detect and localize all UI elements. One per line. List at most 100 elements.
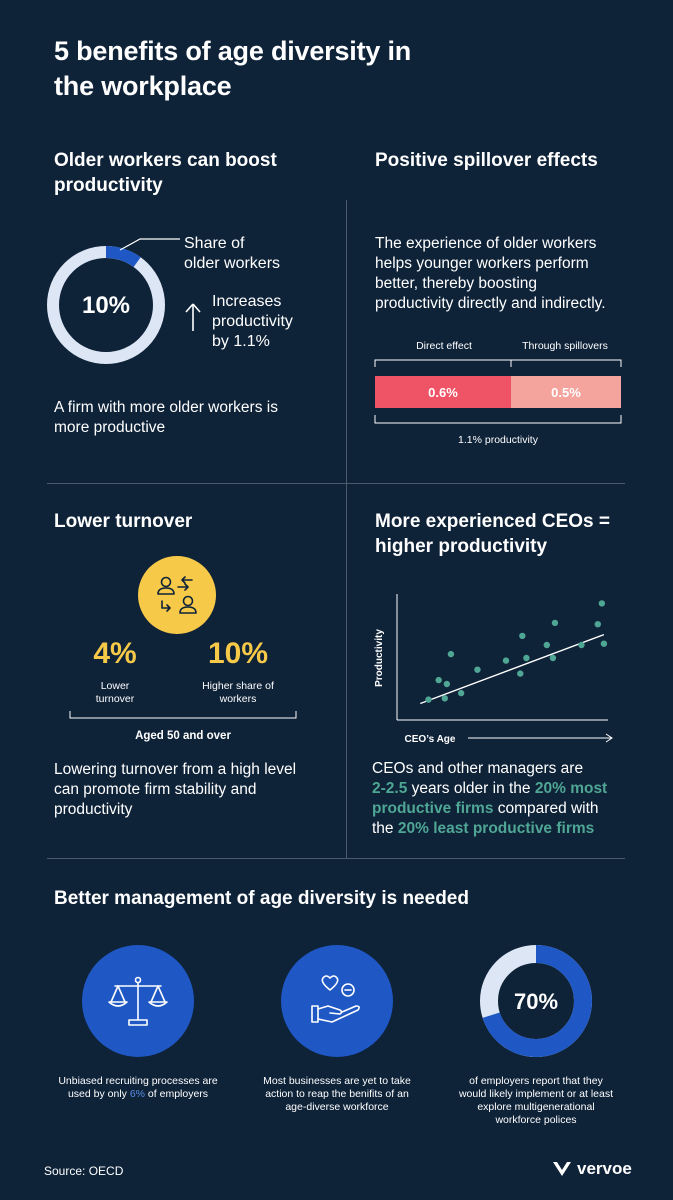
- scatter-point: [519, 632, 526, 640]
- label-line: Lower: [100, 680, 130, 692]
- direct-effect-label: Direct effect: [416, 340, 472, 352]
- increase-label: Increases productivity by 1.1%: [212, 292, 293, 352]
- higher-share-label: Higher share of workers: [178, 680, 298, 706]
- spillovers-label: Through spillovers: [522, 340, 608, 352]
- arrow-up-icon: [185, 303, 201, 331]
- highlight-productive: productive firms: [372, 800, 494, 817]
- description-line: CEOs and other managers are: [372, 760, 584, 777]
- page-title-line: the workplace: [54, 71, 232, 101]
- employers-donut: 70%: [480, 945, 592, 1057]
- label-line: workers: [219, 693, 257, 705]
- description-line: productivity: [54, 801, 133, 818]
- description-segment: the: [372, 820, 398, 837]
- scatter-point: [523, 654, 530, 662]
- x-axis-label: CEO’s Age: [405, 734, 456, 745]
- trend-line: [420, 633, 605, 705]
- aged-bracket: [69, 711, 297, 719]
- donut-value: 10%: [82, 292, 130, 319]
- higher-share-value: 10%: [207, 637, 269, 670]
- lower-turnover-value: 4%: [93, 637, 137, 670]
- share-label-line: older workers: [184, 255, 281, 272]
- description-line: of employers report that they: [469, 1075, 603, 1087]
- section-ceo-heading: More experienced CEOs = higher productiv…: [375, 509, 610, 559]
- donut-value: 70%: [514, 989, 558, 1014]
- description-line: would likely implement or at least: [458, 1088, 614, 1100]
- heading-line: More experienced CEOs =: [375, 511, 610, 532]
- description-line: A firm with more older workers is: [54, 399, 278, 416]
- highlight-least: 20% least productive firms: [397, 820, 595, 837]
- turnover-description: Lowering turnover from a high level can …: [54, 760, 296, 820]
- share-label: Share of older workers: [184, 234, 280, 274]
- description-segment: of employers: [145, 1088, 209, 1100]
- vervoe-logo-icon: [553, 1162, 571, 1176]
- share-leader-line: [119, 238, 180, 251]
- scales-icon-badge: [82, 945, 194, 1057]
- description-line: the 20% least productive firms: [372, 819, 607, 839]
- aged-group-label: Aged 50 and over: [135, 730, 231, 742]
- description-line: Most businesses are yet to take: [263, 1075, 411, 1087]
- section-spillover-heading: Positive spillover effects: [375, 150, 598, 171]
- ceo-scatter-chart: Productivity CEO’s Age: [374, 594, 613, 745]
- description-line: The experience of older workers: [375, 235, 597, 252]
- label-line: Higher share of: [202, 680, 274, 692]
- scatter-point: [474, 666, 481, 673]
- recruiting-description: Unbiased recruiting processes are used b…: [40, 1075, 236, 1101]
- description-line: explore multigenerational: [477, 1101, 595, 1113]
- description-line: better, thereby boosting: [375, 275, 538, 292]
- scatter-point: [517, 670, 524, 677]
- donut-share-arc: [47, 246, 165, 364]
- share-label-line: Share of: [184, 235, 245, 252]
- description-line: workforce polices: [495, 1114, 577, 1126]
- section-management-heading: Better management of age diversity is ne…: [54, 888, 469, 909]
- description-segment: years older in the: [407, 780, 535, 797]
- scatter-point: [441, 695, 448, 702]
- scatter-point: [549, 654, 557, 662]
- scatter-point: [551, 619, 559, 627]
- increase-label-line: productivity: [212, 313, 293, 330]
- scatter-point: [600, 640, 608, 647]
- older-workers-description: A firm with more older workers is more p…: [54, 398, 278, 438]
- x-arrow-head: [605, 733, 613, 743]
- scatter-point: [425, 696, 432, 703]
- heading-line: higher productivity: [375, 536, 548, 557]
- y-axis-label: Productivity: [374, 629, 385, 687]
- horizontal-divider: [47, 858, 625, 859]
- scatter-point: [502, 657, 510, 664]
- description-line: 2-2.5 years older in the 20% most: [372, 779, 607, 799]
- increase-label-line: by 1.1%: [212, 333, 270, 350]
- vertical-divider: [346, 200, 347, 858]
- horizontal-divider: [47, 483, 625, 484]
- description-line: helps younger workers perform: [375, 255, 589, 272]
- description-line: age-diverse workforce: [285, 1101, 389, 1113]
- page-title-line: 5 benefits of age diversity in: [54, 36, 412, 66]
- description-segment: compared with: [493, 800, 599, 817]
- description-line: action to reap the benifits of an: [265, 1088, 409, 1100]
- bottom-bracket: [374, 415, 622, 424]
- top-bracket: [374, 359, 622, 367]
- turnover-icon-badge: [138, 556, 216, 634]
- direct-effect-bar: 0.6%: [375, 376, 511, 408]
- care-icon-badge: [281, 945, 393, 1057]
- hand-heart-icon: [311, 975, 360, 1023]
- donut-share-arc: [480, 945, 592, 1057]
- direct-effect-value: 0.6%: [428, 384, 458, 400]
- scatter-point: [435, 676, 442, 684]
- description-line: can promote firm stability and: [54, 781, 257, 798]
- scatter-point: [578, 641, 585, 649]
- section-older-workers-heading: Older workers can boost productivity: [54, 148, 277, 198]
- source-label: Source: OECD: [44, 1164, 124, 1178]
- scatter-point: [594, 621, 601, 628]
- description-line: Lowering turnover from a high level: [54, 761, 297, 778]
- employers-description: of employers report that they would like…: [448, 1075, 624, 1127]
- increase-label-line: Increases: [212, 293, 282, 310]
- highlight-years: 2-2.5: [372, 780, 408, 797]
- description-line: productivity directly and indirectly.: [375, 295, 606, 312]
- section-turnover-heading: Lower turnover: [54, 511, 193, 532]
- description-line: productive firms compared with: [372, 799, 607, 819]
- scatter-point: [443, 680, 451, 688]
- scatter-point: [543, 641, 550, 649]
- label-line: turnover: [95, 693, 135, 705]
- older-workers-donut: 10%: [47, 246, 165, 364]
- businesses-description: Most businesses are yet to take action t…: [248, 1075, 426, 1114]
- description-line: more productive: [54, 419, 166, 436]
